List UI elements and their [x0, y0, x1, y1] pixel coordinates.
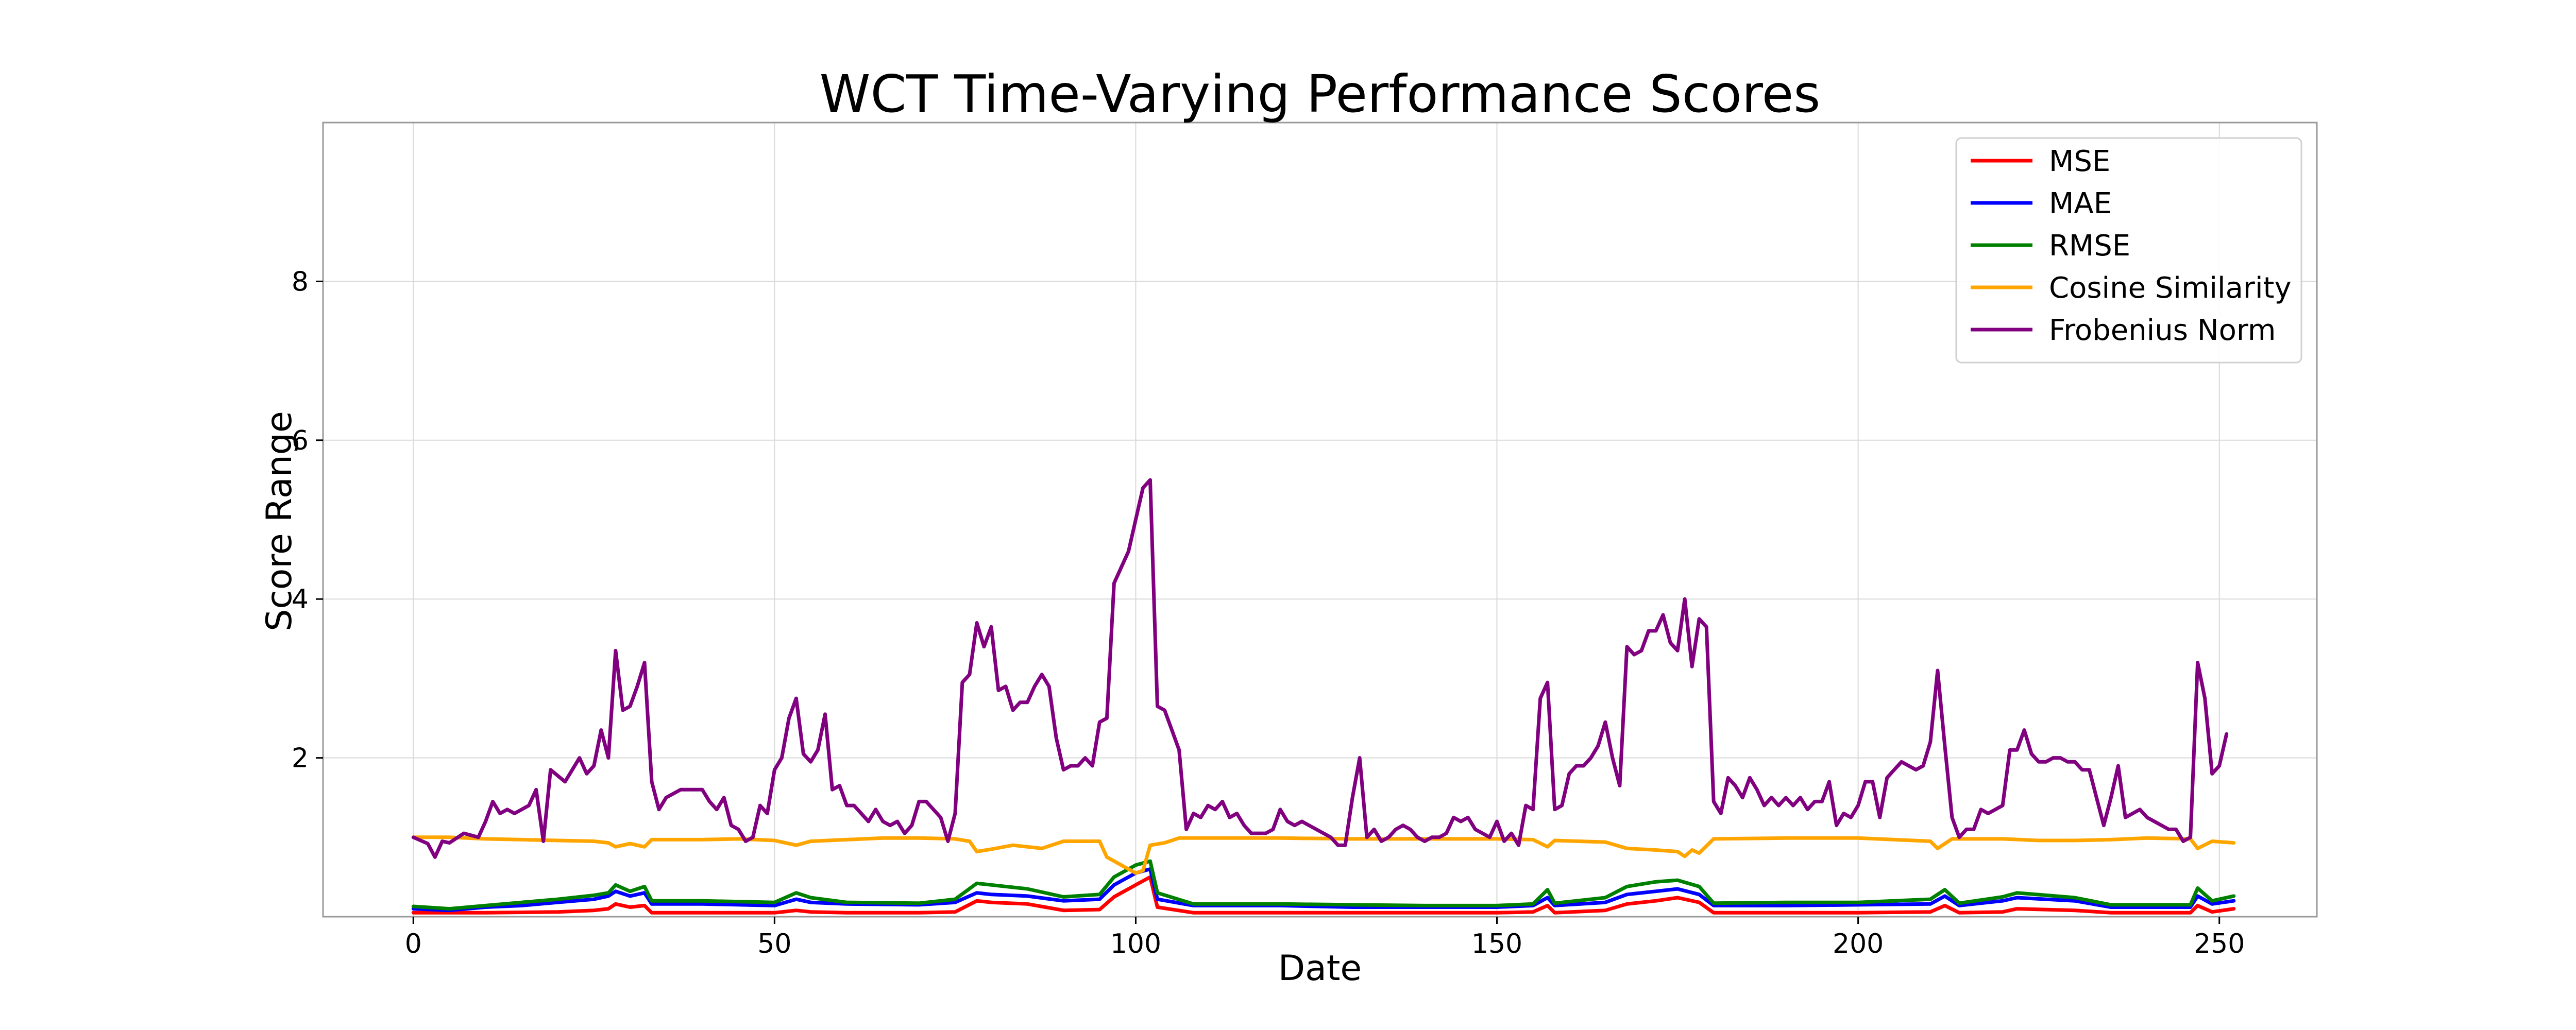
series-lines	[411, 478, 2236, 915]
y-axis-label: Score Range	[259, 411, 300, 631]
legend-label: MSE	[2049, 145, 2110, 178]
series-line-mae	[411, 867, 2236, 913]
y-tick-label: 2	[292, 743, 309, 774]
chart-title: WCT Time-Varying Performance Scores	[820, 64, 1821, 124]
legend-label: RMSE	[2049, 229, 2130, 263]
x-tick-label: 0	[405, 929, 422, 959]
x-tick-label: 100	[1110, 929, 1161, 959]
series-line-cosine-similarity	[411, 835, 2236, 875]
x-axis-label: Date	[1278, 948, 1362, 989]
axis-ticks: 0 50 100 150 200 250 2 4 6 8	[292, 266, 2245, 959]
x-tick-label: 150	[1471, 929, 1522, 959]
legend: MSE MAE RMSE Cosine Similarity Frobenius Nor…	[1955, 137, 2302, 364]
series-line-mse	[411, 875, 2236, 915]
series-line-frobenius-norm	[411, 478, 2229, 859]
legend-label: Frobenius Norm	[2049, 314, 2276, 347]
y-tick-label: 8	[292, 266, 309, 297]
legend-box	[1955, 137, 2302, 364]
plot-area	[322, 122, 2318, 918]
legend-label: MAE	[2049, 187, 2112, 220]
legend-label: Cosine Similarity	[2049, 271, 2292, 305]
x-tick-label: 200	[1833, 929, 1884, 959]
y-tick-label: 4	[292, 584, 309, 615]
y-tick-label: 6	[292, 425, 309, 456]
x-tick-label: 250	[2194, 929, 2245, 959]
series-line-rmse	[411, 859, 2236, 911]
x-tick-label: 50	[757, 929, 791, 959]
